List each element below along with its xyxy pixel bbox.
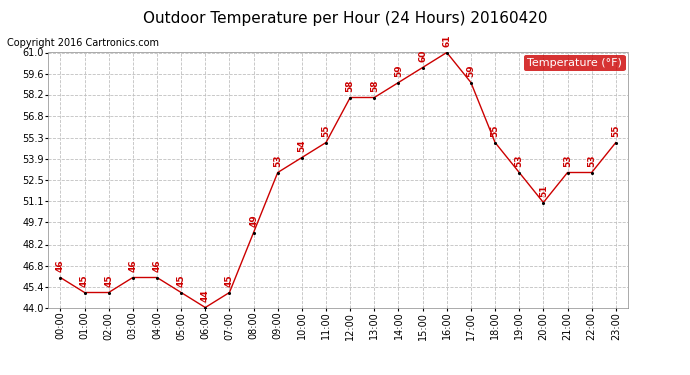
Point xyxy=(104,290,115,296)
Point xyxy=(297,154,308,160)
Text: 55: 55 xyxy=(322,124,331,137)
Point xyxy=(175,290,186,296)
Text: 45: 45 xyxy=(225,274,234,287)
Point xyxy=(272,170,284,176)
Point xyxy=(200,304,211,310)
Text: 54: 54 xyxy=(297,140,306,152)
Point xyxy=(586,170,597,176)
Text: 46: 46 xyxy=(56,260,65,272)
Point xyxy=(368,94,380,100)
Text: 60: 60 xyxy=(418,50,427,62)
Text: 45: 45 xyxy=(80,274,89,287)
Point xyxy=(320,140,331,146)
Text: 53: 53 xyxy=(273,154,282,167)
Text: 44: 44 xyxy=(201,289,210,302)
Point xyxy=(538,200,549,206)
Point xyxy=(152,274,163,280)
Text: 45: 45 xyxy=(177,274,186,287)
Text: 53: 53 xyxy=(587,154,596,167)
Point xyxy=(127,274,138,280)
Text: 46: 46 xyxy=(128,260,137,272)
Point xyxy=(55,274,66,280)
Text: 59: 59 xyxy=(466,64,475,77)
Text: 61: 61 xyxy=(442,34,451,47)
Text: 51: 51 xyxy=(539,184,548,197)
Legend: Temperature (°F): Temperature (°F) xyxy=(524,55,626,71)
Text: 58: 58 xyxy=(370,80,379,92)
Point xyxy=(490,140,501,146)
Text: 49: 49 xyxy=(249,214,258,227)
Text: 55: 55 xyxy=(611,124,620,137)
Point xyxy=(248,230,259,236)
Point xyxy=(393,80,404,86)
Text: 53: 53 xyxy=(515,154,524,167)
Point xyxy=(224,290,235,296)
Point xyxy=(442,50,453,55)
Point xyxy=(79,290,90,296)
Text: Copyright 2016 Cartronics.com: Copyright 2016 Cartronics.com xyxy=(7,38,159,48)
Text: 46: 46 xyxy=(152,260,161,272)
Point xyxy=(513,170,524,176)
Text: 55: 55 xyxy=(491,124,500,137)
Text: 58: 58 xyxy=(346,80,355,92)
Point xyxy=(344,94,356,100)
Point xyxy=(610,140,621,146)
Text: 59: 59 xyxy=(394,64,403,77)
Text: 45: 45 xyxy=(104,274,113,287)
Point xyxy=(562,170,573,176)
Text: Outdoor Temperature per Hour (24 Hours) 20160420: Outdoor Temperature per Hour (24 Hours) … xyxy=(143,11,547,26)
Point xyxy=(465,80,476,86)
Point xyxy=(417,64,428,70)
Text: 53: 53 xyxy=(563,154,572,167)
